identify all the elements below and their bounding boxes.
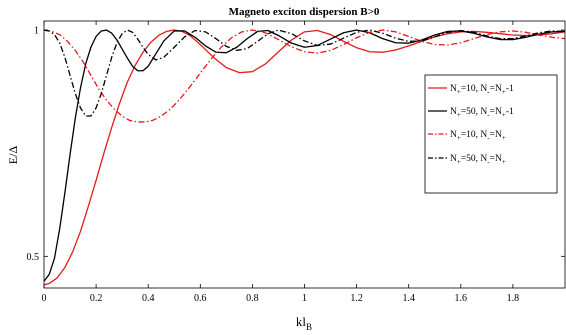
x-tick-label: 1 (302, 293, 307, 304)
series-line-1 (44, 29, 565, 286)
x-axis-ticks: 0 0.2 0.4 0.6 0.8 1 1.2 1.4 1.6 1.8 (42, 21, 520, 304)
x-tick-label: 0.8 (246, 293, 259, 304)
chart-title: Magneto exciton dispersion B>0 (229, 6, 380, 18)
x-tick-label: 1.8 (507, 293, 520, 304)
x-axis-label: klB (296, 314, 312, 332)
x-tick-label: 0 (42, 293, 47, 304)
y-tick-label: 0.5 (27, 252, 40, 263)
series-line-2 (44, 29, 565, 282)
y-axis-ticks: 0.51 (27, 26, 565, 263)
x-tick-label: 1.2 (350, 293, 363, 304)
legend-label-1: N+=10, N-=N+-1 (450, 84, 514, 96)
legend-label-2: N+=50, N-=N+-1 (450, 107, 514, 119)
x-tick-label: 1.4 (402, 293, 415, 304)
legend: N+=10, N-=N+-1 N+=50, N-=N+-1 N+=10, N-=N+… (424, 74, 558, 194)
y-axis-label: E/Δ (6, 146, 20, 165)
x-tick-label: 0.4 (142, 293, 155, 304)
legend-label-4: N+=50, N-=N+ (450, 154, 506, 166)
series-line-3 (44, 29, 565, 123)
y-tick-label: 1 (34, 26, 39, 37)
series-layer (44, 29, 565, 286)
x-tick-label: 1.6 (455, 293, 468, 304)
legend-label-3: N+=10, N-=N+ (450, 130, 506, 142)
x-axis-label-subscript: B (306, 322, 312, 332)
x-tick-label: 0.6 (194, 293, 207, 304)
x-tick-label: 0.2 (90, 293, 103, 304)
x-axis-label-main: kl (296, 314, 307, 329)
